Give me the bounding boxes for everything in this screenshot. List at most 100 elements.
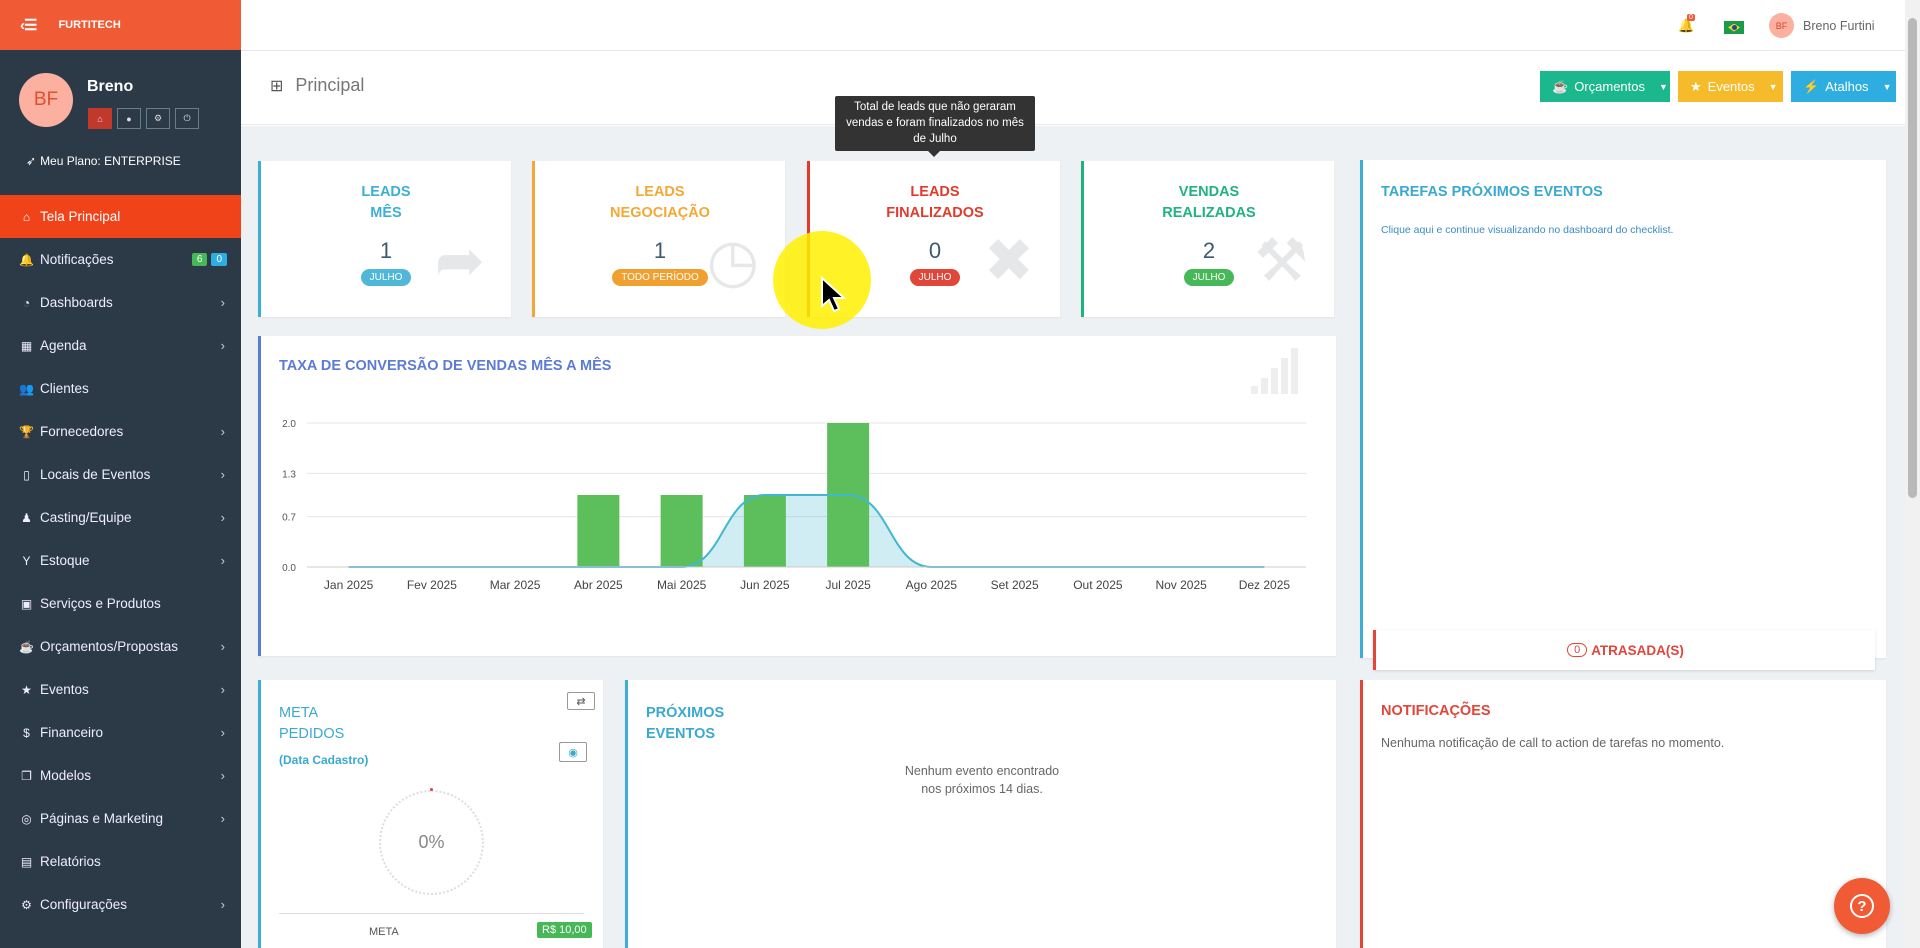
menu-toggle-icon[interactable]: ‹☰: [20, 17, 37, 34]
sidebar-item-orcamentos-propostas[interactable]: ☕ Orçamentos/Propostas ›: [0, 625, 241, 668]
stat-period-badge: JULHO: [909, 269, 961, 286]
brazil-flag-icon[interactable]: [1724, 21, 1744, 34]
sidebar-item-financeiro[interactable]: $ Financeiro ›: [0, 711, 241, 754]
x-tick-label: Out 2025: [1073, 578, 1123, 592]
upcoming-empty-line1: Nenhum evento encontrado: [904, 764, 1060, 778]
late-label: ATRASADA(S): [1591, 642, 1684, 658]
sidebar-item-label: Modelos: [40, 768, 92, 783]
x-tick-label: Nov 2025: [1155, 578, 1207, 592]
user-name[interactable]: Breno Furtini: [1803, 19, 1875, 33]
chevron-right-icon: ›: [220, 467, 225, 482]
x-tick-label: Dez 2025: [1239, 578, 1291, 592]
sidebar-item-label: Fornecedores: [40, 424, 124, 439]
sidebar-item-paginas-e-marketing[interactable]: ◎ Páginas e Marketing ›: [0, 797, 241, 840]
sidebar-item-fornecedores[interactable]: 🏆 Fornecedores ›: [0, 410, 241, 453]
button-label: Eventos: [1707, 79, 1755, 94]
bell-icon[interactable]: 🔔 0: [1678, 14, 1695, 33]
plan-text: Meu Plano: ENTERPRISE: [40, 154, 181, 168]
bar-abr-2025: [577, 495, 620, 567]
stat-label-line1: Leads: [361, 184, 411, 200]
star-icon: ★: [21, 682, 32, 697]
eventos-button[interactable]: ★ Eventos ▼: [1678, 71, 1783, 102]
meta-subtitle: (Data Cadastro): [279, 753, 369, 767]
chevron-right-icon: ›: [220, 295, 225, 310]
late-count: 0: [1567, 643, 1588, 657]
meta-value: R$ 10,00: [537, 922, 592, 938]
user-icon[interactable]: ●: [117, 108, 141, 129]
stat-period-badge: JULHO: [1183, 269, 1235, 286]
stat-card[interactable]: ➦ Leads Mês 1 JULHO: [258, 161, 511, 317]
meta-percent: 0%: [418, 832, 445, 852]
stat-card[interactable]: ⚒ Vendas Realizadas 2 JULHO: [1081, 161, 1334, 317]
page-header: ⊞ Principal ☕ Orçamentos ▼ ★ Eventos ▼ ⚡ Atalh…: [241, 51, 1905, 125]
upcoming-empty-text: Nenhum evento encontrado nos próximos 14 …: [628, 762, 1336, 798]
plan-label: ➶ Meu Plano: ENTERPRISE: [26, 154, 181, 168]
users-icon: 👥: [19, 381, 34, 396]
sidebar-item-relatorios[interactable]: ▤ Relatórios: [0, 840, 241, 883]
sidebar-item-estoque[interactable]: Y Estoque ›: [0, 539, 241, 582]
coffee-icon: ☕: [1552, 78, 1569, 94]
stat-label: Leads Finalizados: [810, 182, 1060, 224]
stat-card[interactable]: ◷ Leads Negociação 1 TODO PERÍODO: [532, 161, 785, 317]
sidebar-item-modelos[interactable]: ❐ Modelos ›: [0, 754, 241, 797]
sidebar-item-eventos[interactable]: ★ Eventos ›: [0, 668, 241, 711]
sidebar-item-tela-principal[interactable]: ⌂ Tela Principal: [0, 195, 241, 238]
stat-label-line2: Mês: [370, 205, 402, 221]
power-icon[interactable]: ⏻: [175, 108, 199, 129]
stat-value: 1: [653, 238, 667, 263]
sidebar-item-configuracoes[interactable]: ⚙ Configurações ›: [0, 883, 241, 926]
sidebar-item-label: Financeiro: [40, 725, 104, 740]
x-tick-label: Jan 2025: [324, 578, 374, 592]
conversion-chart: 0.0 0.7 1.3 2.0 Jan 2025 Fev 2025 Mar 2025 Abr …: [282, 419, 1306, 592]
sidebar-item-agenda[interactable]: ▦ Agenda ›: [0, 324, 241, 367]
glass-icon: Y: [22, 553, 31, 568]
sitemap-icon: ⊞: [270, 77, 284, 95]
x-tick-label: Fev 2025: [407, 578, 457, 592]
sidebar-item-servicos-e-produtos[interactable]: ▣ Serviços e Produtos: [0, 582, 241, 625]
notifications-empty-text: Nenhuma notificação de call to action de…: [1381, 736, 1725, 750]
star-icon: ★: [1690, 78, 1702, 94]
chart-icon: ▤: [20, 854, 33, 869]
button-label: Atalhos: [1825, 79, 1869, 94]
gear-icon[interactable]: ⚙: [146, 108, 170, 129]
gauge-marker: [430, 788, 433, 791]
signal-bars-icon: [1251, 344, 1298, 394]
cursor-highlight: [773, 231, 871, 329]
target-button-icon[interactable]: ◉: [559, 742, 587, 762]
sidebar-item-locais-de-eventos[interactable]: ▯ Locais de Eventos ›: [0, 453, 241, 496]
home-icon[interactable]: ⌂: [88, 108, 112, 129]
area-series-fill: [348, 495, 1265, 567]
page-title: ⊞ Principal: [270, 75, 364, 96]
x-tick-label: Abr 2025: [574, 578, 623, 592]
sidebar-item-label: Locais de Eventos: [40, 467, 151, 482]
page-title-text: Principal: [295, 75, 365, 95]
scrollbar-thumb[interactable]: [1908, 18, 1917, 498]
x-tick-label: Mar 2025: [490, 578, 541, 592]
gear-icon: ⚙: [21, 897, 32, 912]
sidebar-item-label: Serviços e Produtos: [40, 596, 161, 611]
sidebar-item-dashboards[interactable]: ◔ Dashboards ›: [0, 281, 241, 324]
sidebar-item-clientes[interactable]: 👥 Clientes: [0, 367, 241, 410]
swap-icon[interactable]: ⇄: [567, 692, 595, 710]
chevron-right-icon: ›: [220, 424, 225, 439]
avatar[interactable]: BF: [19, 73, 73, 127]
trophy-icon: 🏆: [19, 424, 34, 439]
sidebar-item-notificacoes[interactable]: 🔔 Notificações 6 0: [0, 238, 241, 281]
stat-period-badge: TODO PERÍODO: [612, 269, 708, 286]
sidebar-item-label: Páginas e Marketing: [40, 811, 164, 826]
sidebar-item-casting-equipe[interactable]: ♟ Casting/Equipe ›: [0, 496, 241, 539]
notifications-card: Notificações Nenhuma notificação de call…: [1360, 680, 1886, 948]
user-avatar[interactable]: BF: [1769, 13, 1794, 38]
help-button[interactable]: ?: [1834, 878, 1890, 934]
orcamentos-button[interactable]: ☕ Orçamentos ▼: [1540, 71, 1670, 102]
chevron-right-icon: ›: [220, 768, 225, 783]
atalhos-button[interactable]: ⚡ Atalhos ▼: [1791, 71, 1896, 102]
scrollbar[interactable]: [1905, 0, 1920, 948]
stat-value: 1: [379, 238, 393, 263]
stat-value: 0: [928, 238, 942, 263]
checklist-link[interactable]: Clique aqui e continue visualizando no d…: [1381, 224, 1674, 236]
meta-label: META: [369, 926, 399, 938]
share-icon: ➦: [434, 227, 485, 294]
late-tasks-bar[interactable]: 0 ATRASADA(S): [1373, 630, 1875, 670]
